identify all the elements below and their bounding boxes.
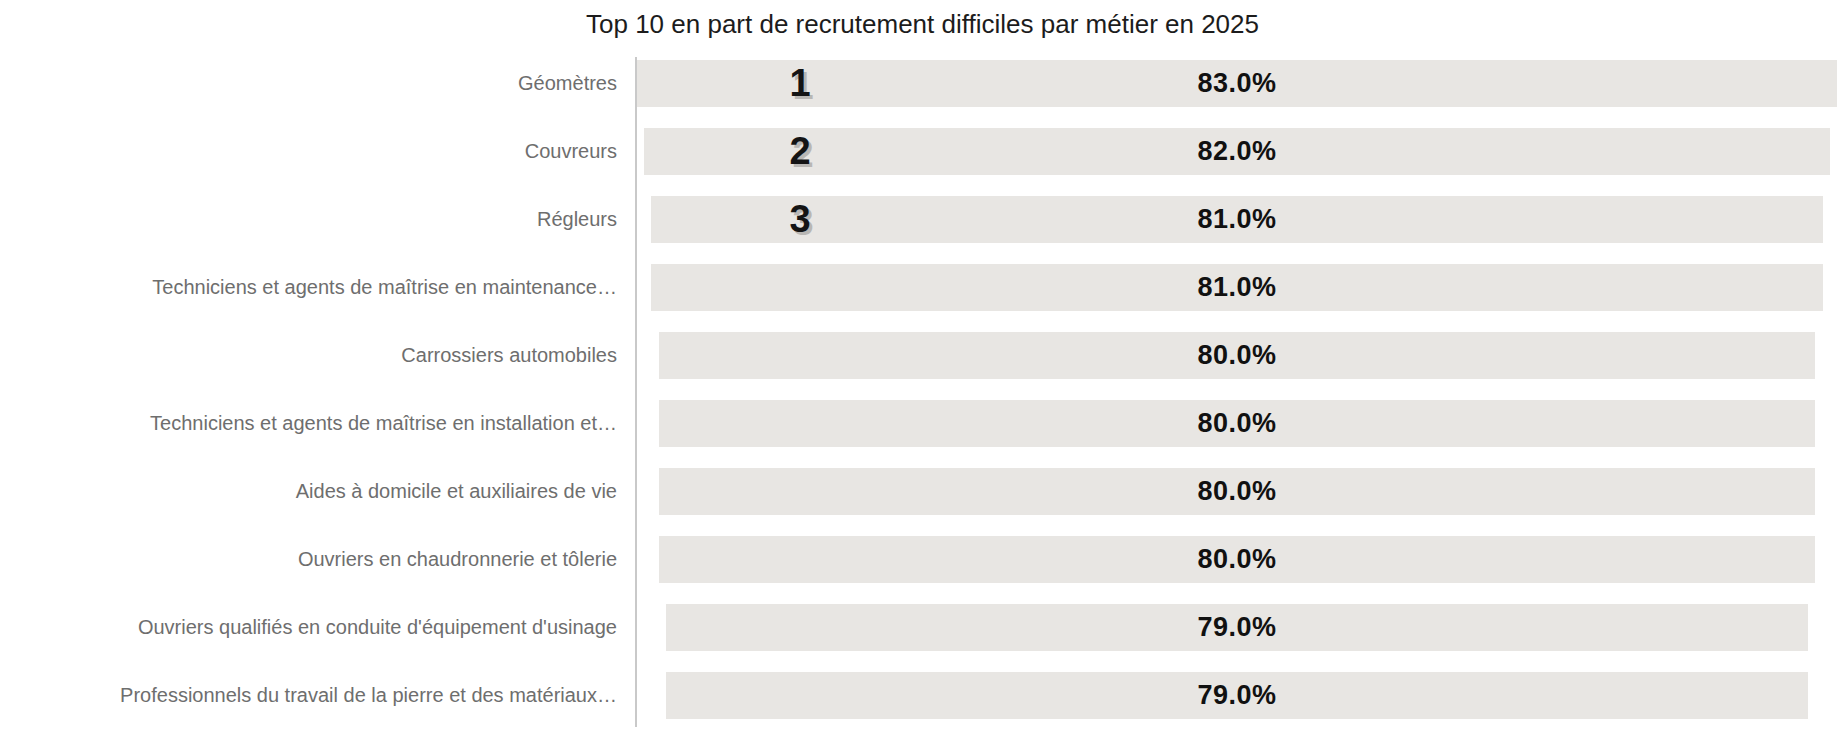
category-label: Couvreurs [0, 128, 617, 175]
category-label: Techniciens et agents de maîtrise en ins… [0, 400, 617, 447]
rank-label: 2 [771, 128, 829, 175]
rank-label: 1 [771, 60, 829, 107]
bar-row: Professionnels du travail de la pierre e… [0, 672, 1845, 719]
category-label: Aides à domicile et auxiliaires de vie [0, 468, 617, 515]
category-label: Ouvriers en chaudronnerie et tôlerie [0, 536, 617, 583]
value-label: 80.0% [1117, 400, 1357, 447]
bar-row: Carrossiers automobiles 80.0% [0, 332, 1845, 379]
value-label: 80.0% [1117, 332, 1357, 379]
category-label: Régleurs [0, 196, 617, 243]
value-label: 79.0% [1117, 672, 1357, 719]
rank-label: 3 [771, 196, 829, 243]
value-label: 80.0% [1117, 468, 1357, 515]
value-label: 80.0% [1117, 536, 1357, 583]
bar-row: Techniciens et agents de maîtrise en ins… [0, 400, 1845, 447]
value-label: 81.0% [1117, 264, 1357, 311]
bar-row: Ouvriers en chaudronnerie et tôlerie 80.0… [0, 536, 1845, 583]
bar-row: Régleurs 3 81.0% [0, 196, 1845, 243]
chart-title: Top 10 en part de recrutement difficiles… [0, 7, 1845, 41]
bar-row: Couvreurs 2 82.0% [0, 128, 1845, 175]
value-label: 82.0% [1117, 128, 1357, 175]
value-label: 83.0% [1117, 60, 1357, 107]
value-label: 81.0% [1117, 196, 1357, 243]
bar-row: Aides à domicile et auxiliaires de vie 80… [0, 468, 1845, 515]
category-label: Géomètres [0, 60, 617, 107]
category-label: Ouvriers qualifiés en conduite d'équipem… [0, 604, 617, 651]
category-label: Professionnels du travail de la pierre e… [0, 672, 617, 719]
category-label: Techniciens et agents de maîtrise en mai… [0, 264, 617, 311]
bar-row: Techniciens et agents de maîtrise en mai… [0, 264, 1845, 311]
bar-row: Géomètres 1 83.0% [0, 60, 1845, 107]
value-label: 79.0% [1117, 604, 1357, 651]
bar-row: Ouvriers qualifiés en conduite d'équipem… [0, 604, 1845, 651]
category-label: Carrossiers automobiles [0, 332, 617, 379]
